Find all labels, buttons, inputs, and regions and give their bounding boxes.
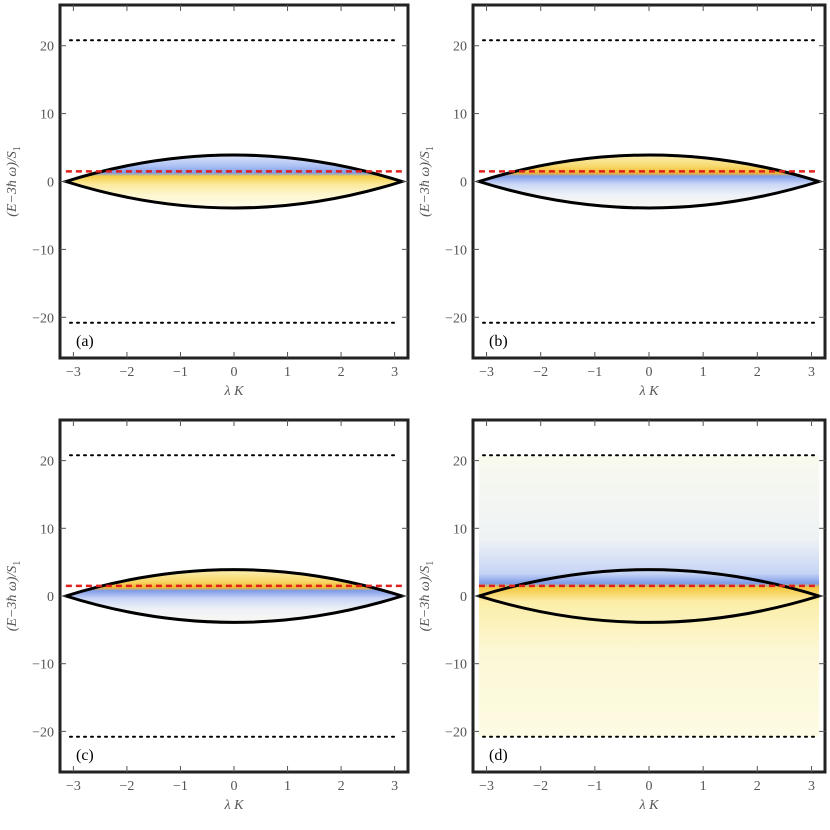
y-tick-label: 20: [40, 455, 54, 470]
x-tick-label: 2: [338, 365, 345, 380]
lens-shaded-region: [60, 153, 408, 210]
y-axis-label: (E−3ħ ω)/S1: [418, 561, 436, 632]
x-tick-label: 0: [646, 365, 653, 380]
y-tick-label: 20: [453, 455, 467, 470]
y-tick-label: −10: [32, 658, 54, 673]
y-tick-label: 20: [40, 40, 54, 55]
panel-label: (d): [489, 747, 508, 764]
x-tick-label: −3: [66, 779, 81, 794]
x-tick-label: −2: [533, 365, 548, 380]
y-axis-label-main: (E−3ħ ω)/S: [418, 566, 433, 632]
x-tick-label: 2: [754, 365, 761, 380]
panel-label: (b): [489, 333, 508, 350]
y-tick-label: −10: [445, 243, 467, 258]
y-tick-label: −20: [445, 311, 467, 326]
x-tick-label: −1: [173, 779, 188, 794]
x-axis-label: λ K: [224, 384, 245, 399]
x-tick-label: −2: [533, 779, 548, 794]
x-tick-label: −2: [119, 365, 134, 380]
x-tick-label: 0: [231, 779, 238, 794]
y-axis-label-subscript: 1: [425, 146, 436, 151]
y-axis-label: (E−3ħ ω)/S1: [5, 146, 23, 217]
x-tick-label: 0: [646, 779, 653, 794]
x-axis-label: λ K: [639, 798, 660, 813]
lens-shaded-region: [473, 153, 825, 210]
y-tick-label: −10: [32, 243, 54, 258]
x-tick-label: −1: [587, 779, 602, 794]
x-axis-label: λ K: [639, 384, 660, 399]
x-tick-label: −3: [66, 365, 81, 380]
x-tick-label: 1: [700, 365, 707, 380]
y-tick-label: 0: [47, 176, 54, 191]
x-tick-label: 1: [284, 365, 291, 380]
x-tick-label: 2: [754, 779, 761, 794]
shaded-band: [478, 455, 820, 737]
lens-shaded-region: [60, 568, 408, 624]
x-tick-label: −2: [119, 779, 134, 794]
y-tick-label: 0: [460, 176, 467, 191]
y-tick-label: −20: [32, 311, 54, 326]
y-tick-label: 0: [47, 590, 54, 605]
panel-label: (c): [76, 747, 94, 764]
y-axis-label-main: (E−3ħ ω)/S: [5, 566, 20, 632]
y-axis-label-main: (E−3ħ ω)/S: [5, 151, 20, 217]
y-axis-label: (E−3ħ ω)/S1: [5, 561, 23, 632]
x-tick-label: −1: [173, 365, 188, 380]
x-tick-label: 2: [338, 779, 345, 794]
x-tick-label: 3: [391, 365, 398, 380]
x-tick-label: 3: [808, 365, 815, 380]
x-tick-label: 3: [391, 779, 398, 794]
y-tick-label: 10: [453, 108, 467, 123]
x-tick-label: 1: [284, 779, 291, 794]
x-tick-label: −3: [479, 365, 494, 380]
y-tick-label: 10: [40, 522, 54, 537]
panel-label: (a): [76, 333, 94, 350]
x-tick-label: 1: [700, 779, 707, 794]
y-tick-label: −20: [445, 725, 467, 740]
x-tick-label: −3: [479, 779, 494, 794]
x-tick-label: 0: [231, 365, 238, 380]
y-tick-label: 0: [460, 590, 467, 605]
y-axis-label-subscript: 1: [425, 561, 436, 566]
y-axis-label-main: (E−3ħ ω)/S: [418, 151, 433, 217]
y-tick-label: 10: [40, 108, 54, 123]
y-tick-label: −20: [32, 725, 54, 740]
y-axis-label-subscript: 1: [12, 561, 23, 566]
y-tick-label: 10: [453, 522, 467, 537]
y-axis-label-subscript: 1: [12, 146, 23, 151]
x-axis-label: λ K: [224, 798, 245, 813]
x-tick-label: −1: [587, 365, 602, 380]
y-tick-label: −10: [445, 658, 467, 673]
x-tick-label: 3: [808, 779, 815, 794]
y-tick-label: 20: [453, 40, 467, 55]
y-axis-label: (E−3ħ ω)/S1: [418, 146, 436, 217]
